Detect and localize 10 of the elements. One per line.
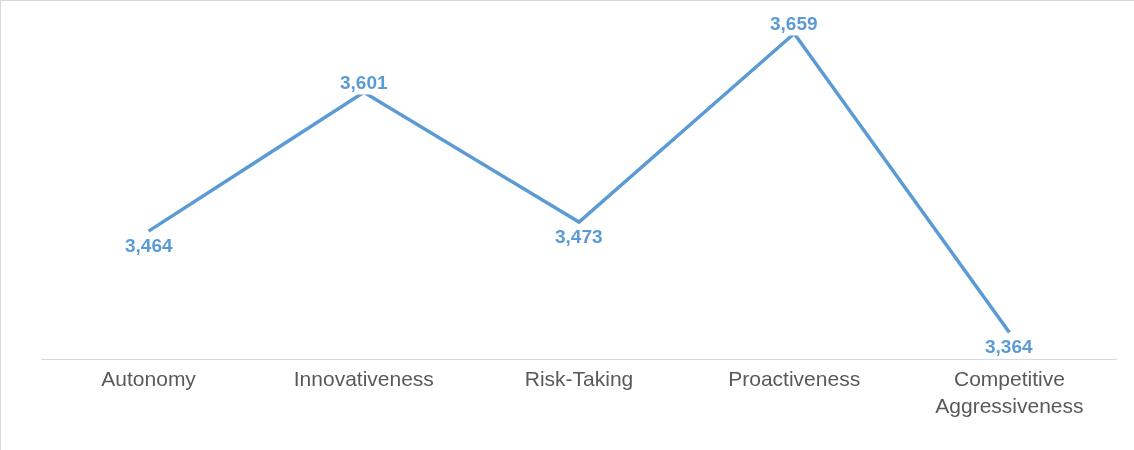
data-label: 3,601 xyxy=(340,72,388,93)
data-label: 3,659 xyxy=(770,13,818,34)
x-tick-label: Risk-Taking xyxy=(524,366,634,390)
x-tick-label: Autonomy xyxy=(101,366,197,390)
data-label: 3,364 xyxy=(985,336,1033,357)
data-label: 3,464 xyxy=(125,235,173,256)
x-tick-label: Proactiveness xyxy=(728,366,861,390)
x-tick-label: Competitive Aggressiveness xyxy=(935,366,1084,417)
x-tick-label: Innovativeness xyxy=(293,366,434,390)
data-label: 3,473 xyxy=(555,226,603,247)
